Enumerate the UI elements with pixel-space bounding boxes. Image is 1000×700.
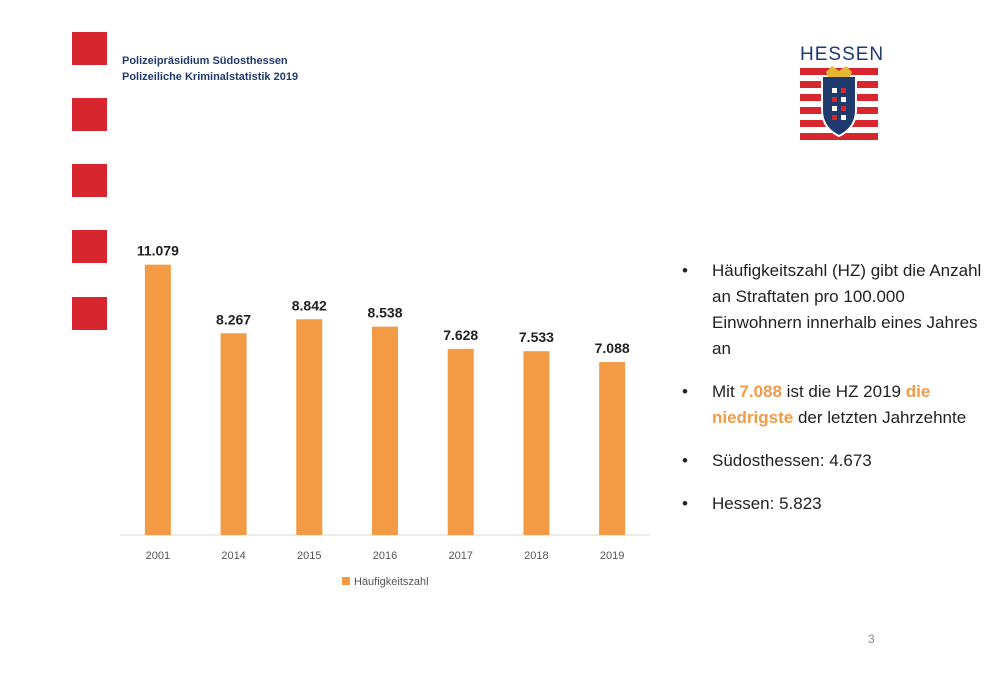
bullet-marker: • [682, 382, 688, 401]
bullet-marker: • [682, 494, 688, 513]
x-tick-label: 2016 [373, 550, 397, 562]
header-line-1: Polizeipräsidium Südosthessen [122, 55, 288, 67]
data-label: 8.842 [292, 297, 327, 313]
bullet-text-post: der letzten Jahrzehnte [793, 408, 967, 427]
decorative-square-2 [72, 98, 107, 131]
logo-text: HESSEN [800, 44, 885, 65]
bullet-text-pre: Mit [712, 382, 740, 401]
data-label: 7.088 [595, 340, 630, 356]
bar [599, 362, 626, 535]
legend-label: Häufigkeitszahl [354, 576, 429, 588]
bullet-text: Hessen: 5.823 [712, 494, 822, 513]
decorative-square-1 [72, 32, 107, 65]
legend-swatch [342, 577, 350, 585]
hessen-logo: HESSEN [800, 44, 885, 144]
header-line-2: Polizeiliche Kriminalstatistik 2019 [122, 71, 299, 83]
bullet-list: • Häufigkeitszahl (HZ) gibt die Anzahl a… [682, 258, 982, 534]
bullet-lowest: • Mit 7.088 ist die HZ 2019 die niedrigs… [682, 379, 982, 431]
x-tick-label: 2018 [524, 550, 548, 562]
bar [447, 348, 474, 535]
bar [296, 319, 323, 535]
data-label: 7.533 [519, 329, 554, 345]
bullet-suedosthessen: • Südosthessen: 4.673 [682, 448, 982, 474]
bar-chart: 11.079 2001 8.267 2014 8.842 2015 8.538 2016 7.6… [120, 243, 650, 588]
x-tick-label: 2001 [146, 550, 170, 562]
header: Polizeipräsidium Südosthessen Polizeilic… [122, 53, 298, 85]
bar [372, 326, 398, 535]
x-tick-label: 2017 [448, 550, 472, 562]
x-tick-label: 2014 [221, 550, 245, 562]
x-tick-label: 2019 [600, 550, 624, 562]
highlight-number: 7.088 [739, 382, 782, 401]
decorative-square-4 [72, 230, 107, 263]
page-number: 3 [868, 632, 875, 646]
hessen-coat-of-arms-icon [800, 66, 878, 140]
data-label: 11.079 [137, 243, 179, 259]
decorative-square-5 [72, 297, 107, 330]
bullet-marker: • [682, 261, 688, 280]
bullet-text-mid: ist die HZ 2019 [781, 382, 906, 401]
bullet-text: Mit 7.088 ist die HZ 2019 die niedrigste… [712, 379, 982, 431]
bullet-hessen: • Hessen: 5.823 [682, 491, 982, 517]
bar [220, 333, 247, 535]
bullet-text: Häufigkeitszahl (HZ) gibt die Anzahl an … [712, 261, 982, 358]
decorative-square-3 [72, 164, 107, 197]
bar [523, 351, 550, 535]
bullet-marker: • [682, 451, 688, 470]
data-label: 7.628 [443, 327, 478, 343]
bar [144, 264, 171, 535]
bullet-definition: • Häufigkeitszahl (HZ) gibt die Anzahl a… [682, 258, 982, 362]
bullet-text: Südosthessen: 4.673 [712, 451, 872, 470]
highlight-text: die niedrigste [712, 382, 931, 427]
x-tick-label: 2015 [297, 550, 321, 562]
data-label: 8.267 [216, 311, 251, 327]
data-label: 8.538 [367, 305, 402, 321]
